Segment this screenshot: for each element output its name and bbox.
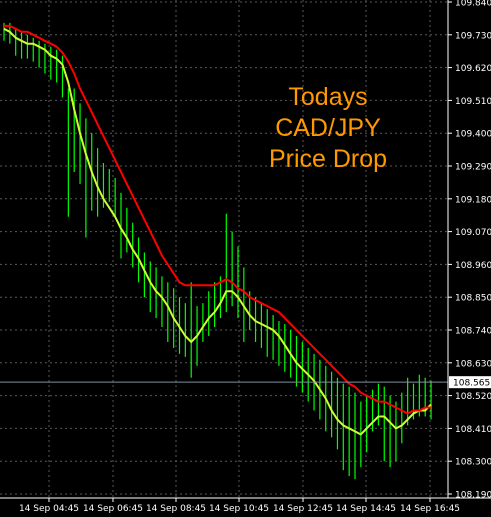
chart-grid (0, 0, 448, 498)
x-tick-label: 14 Sep 16:45 (400, 504, 460, 514)
y-tick-label: 109.510 (455, 97, 491, 107)
y-tick-label: 108.850 (455, 294, 491, 304)
chart-annotation: Todays CAD/JPY Price Drop (258, 82, 398, 175)
y-axis-ticks: 109.840 109.730 109.620 109.510 109.400 109.2… (448, 0, 491, 501)
y-tick-label: 109.840 (455, 0, 491, 9)
x-tick-label: 14 Sep 12:45 (273, 504, 333, 514)
current-price-label-box (449, 376, 491, 389)
chart-axes (0, 0, 491, 499)
x-axis-ticks: 14 Sep 04:45 14 Sep 06:45 14 Sep 08:45 14 S… (19, 498, 460, 514)
slow-line-series (4, 24, 431, 415)
y-tick-label: 109.180 (455, 195, 491, 205)
x-tick-label: 14 Sep 10:45 (209, 504, 269, 514)
y-tick-label: 109.070 (455, 228, 491, 238)
y-tick-label: 108.740 (455, 327, 491, 337)
y-tick-label: 109.620 (455, 64, 491, 74)
y-tick-label: 109.290 (455, 163, 491, 173)
y-tick-label: 109.400 (455, 130, 491, 140)
x-tick-label: 14 Sep 14:45 (336, 504, 396, 514)
y-tick-label: 108.410 (455, 425, 491, 435)
y-tick-label: 108.630 (455, 359, 491, 369)
price-bars (3, 22, 432, 480)
fast-line-series (3, 27, 432, 436)
current-price-label: 108.565 (449, 376, 491, 389)
annotation-line-3: Price Drop (268, 145, 388, 173)
y-tick-label: 108.300 (455, 458, 491, 468)
y-tick-label: 108.190 (455, 491, 491, 501)
y-tick-label: 109.730 (455, 31, 491, 41)
x-tick-label: 14 Sep 08:45 (146, 504, 206, 514)
annotation-line-2: CAD/JPY (275, 114, 381, 142)
x-tick-label: 14 Sep 06:45 (83, 504, 143, 514)
current-price-label-text: 108.565 (453, 379, 490, 389)
x-tick-label: 14 Sep 04:45 (19, 504, 79, 514)
annotation-line-1: Todays (288, 83, 368, 111)
y-tick-label: 108.960 (455, 261, 491, 271)
y-tick-label: 108.520 (455, 392, 491, 402)
